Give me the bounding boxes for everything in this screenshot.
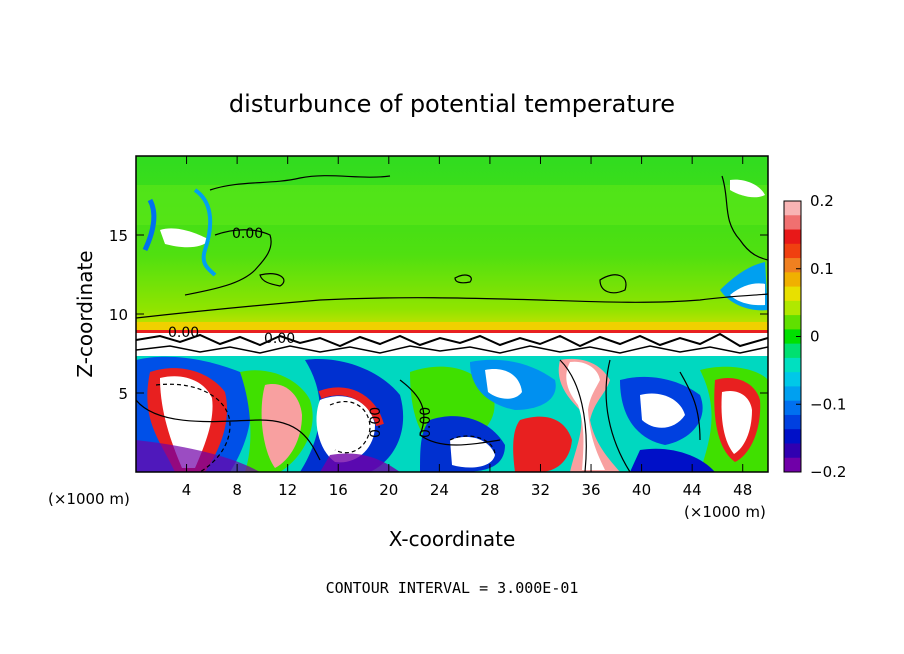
colorbar	[784, 201, 801, 473]
colorbar-swatch	[784, 243, 801, 259]
upper-features	[142, 179, 768, 311]
plot-area: 0.00 0.00 0.00 0.00 0.00	[136, 156, 768, 472]
colorbar-swatch	[784, 315, 801, 330]
x-tick-label: 4	[182, 481, 192, 499]
x-tick-label: 44	[683, 481, 702, 499]
colorbar-swatch	[784, 300, 801, 316]
colorbar-ticks: 0.2 0.1 0 −0.1 −0.2	[796, 192, 846, 481]
contour-label-3: 0.00	[264, 331, 295, 347]
colorbar-swatch	[784, 414, 801, 430]
x-tick-label: 48	[733, 481, 752, 499]
turbulent-eddies	[136, 356, 768, 472]
colorbar-tick-label: 0	[810, 328, 820, 346]
x-tick-label: 8	[232, 481, 242, 499]
inversion-red-line	[136, 330, 768, 333]
x-tick-label: 20	[379, 481, 398, 499]
colorbar-tick-label: 0.1	[810, 260, 834, 278]
colorbar-swatch	[784, 272, 801, 288]
colorbar-tick-label: 0.2	[810, 192, 834, 210]
colorbar-tick-label: −0.1	[810, 395, 846, 413]
colorbar-tick-label: −0.2	[810, 463, 846, 481]
x-tick-label: 16	[329, 481, 348, 499]
colorbar-swatch	[784, 386, 801, 402]
x-tick-label: 40	[632, 481, 651, 499]
colorbar-swatch	[784, 215, 801, 231]
colorbar-swatch	[784, 286, 801, 302]
x-unit-label: (×1000 m)	[48, 490, 130, 508]
y-tick-label: 10	[109, 306, 128, 324]
colorbar-swatch	[784, 457, 801, 473]
colorbar-swatch	[784, 329, 801, 345]
x-tick-label: 36	[581, 481, 600, 499]
colorbar-swatch	[784, 400, 801, 416]
inversion-white-band	[136, 333, 768, 356]
inversion-contours-2	[136, 345, 768, 354]
chart-title: disturbunce of potential temperature	[229, 90, 675, 118]
y-axis-ticks: 5 10 15	[109, 227, 768, 403]
colorbar-swatch	[784, 229, 801, 245]
y-axis-label: Z-coordinate	[73, 250, 97, 377]
contour-value-labels: 0.00 0.00 0.00 0.00 0.00	[168, 226, 434, 438]
upper-green-band	[136, 185, 768, 225]
colorbar-swatch	[784, 443, 801, 459]
contour-label-4: 0.00	[368, 407, 384, 438]
contour-label-2: 0.00	[168, 325, 199, 341]
inversion-yellow-band	[136, 322, 768, 332]
inversion-contours	[136, 332, 768, 348]
x-tick-label: 24	[430, 481, 449, 499]
x-tick-label: 12	[278, 481, 297, 499]
colorbar-swatch	[784, 357, 801, 373]
colorbar-swatch	[784, 429, 801, 444]
contour-interval-note: CONTOUR INTERVAL = 3.000E-01	[326, 579, 579, 597]
contour-label-5: 0.00	[418, 407, 434, 438]
contour-label-1: 0.00	[232, 226, 263, 242]
stratosphere-field	[136, 156, 768, 336]
x-axis-label: X-coordinate	[389, 527, 516, 551]
x-axis-ticks: 4 8 12 16 20 24 28 32 36 40 44 48	[182, 156, 752, 499]
colorbar-swatch	[784, 343, 801, 359]
y-tick-label: 5	[118, 385, 128, 403]
contour-lines	[136, 175, 768, 472]
x-tick-label: 28	[480, 481, 499, 499]
colorbar-swatch	[784, 201, 801, 216]
colorbar-swatch	[784, 258, 801, 273]
x-tick-label: 32	[531, 481, 550, 499]
x-unit-label-right: (×1000 m)	[684, 503, 766, 521]
colorbar-swatch	[784, 372, 801, 387]
y-tick-label: 15	[109, 227, 128, 245]
